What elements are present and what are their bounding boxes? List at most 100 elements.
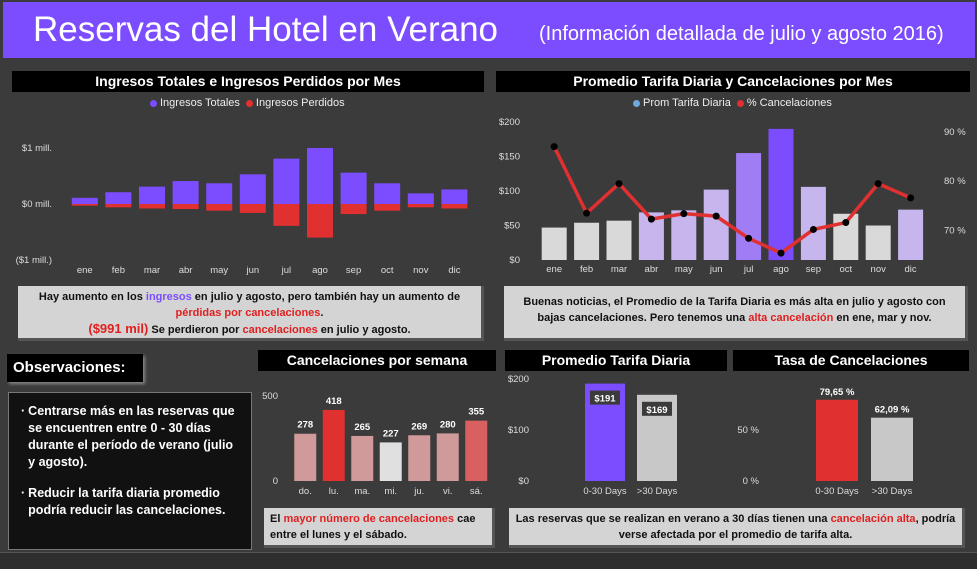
- y-tick-label: 0 %: [743, 476, 760, 487]
- x-tick-label: jul: [743, 264, 754, 275]
- x-tick-label: ene: [77, 265, 93, 276]
- cancel-rate-point: [874, 180, 882, 188]
- revenue-total-bar: [307, 148, 333, 204]
- legend-dot-total: [150, 99, 157, 107]
- revenue-lost-bar: [374, 204, 401, 211]
- x-tick-label: mar: [144, 265, 160, 276]
- x-tick-label: sep: [346, 265, 361, 276]
- cancel-rate-point: [647, 215, 655, 223]
- revenue-chart-title: Ingresos Totales e Ingresos Perdidos por…: [12, 71, 484, 92]
- x-tick-label: ene: [546, 264, 562, 275]
- revenue-total-bar: [239, 174, 266, 204]
- y-tick-label: 500: [262, 391, 278, 402]
- x-tick-label: mar: [611, 264, 627, 275]
- revenue-lost-bar: [307, 204, 333, 238]
- x-tick-label: may: [675, 264, 693, 275]
- cancel-rate-chart: 50 % 0 % 79,65 % 0-30 Days 62,09 % >30 Days: [737, 384, 913, 497]
- cancel-rate-point: [583, 209, 591, 217]
- weekday-bar: [294, 433, 317, 481]
- y-tick-label: $200: [508, 374, 529, 385]
- adr-month-bar: [800, 186, 826, 260]
- adr-month-bar: [671, 210, 697, 260]
- weekday-bar: [322, 409, 345, 481]
- x-tick-label: ju.: [413, 486, 424, 497]
- x-tick-label: oct: [381, 265, 394, 276]
- x-tick-label: >30 Days: [637, 486, 678, 497]
- rate-chart-title: Promedio Tarifa Diaria y Cancelaciones p…: [496, 71, 970, 92]
- y-tick-label: $0 mill.: [22, 199, 52, 210]
- cancel-rate-point: [550, 143, 558, 151]
- legend-lost-label: Ingresos Perdidos: [255, 97, 345, 109]
- revenue-lost-bar: [71, 204, 98, 206]
- revenue-total-bar: [407, 193, 434, 204]
- x-tick-label: dic: [905, 264, 917, 275]
- adr-month-bar: [541, 227, 567, 260]
- adr-chart: $200 $100 $0 $191 0-30 Days $169 >30 Days: [508, 374, 678, 497]
- value-label-bg: [590, 390, 620, 405]
- y-tick-label: $200: [499, 117, 520, 128]
- weekday-value-label: 280: [440, 419, 456, 430]
- x-tick-label: jun: [245, 265, 259, 276]
- cancel-rate-bar: [871, 417, 913, 481]
- adr-month-bar: [865, 225, 891, 260]
- adr-value-label: $169: [646, 405, 667, 416]
- weekday-value-label: 269: [411, 421, 427, 432]
- x-tick-label: nov: [413, 265, 429, 276]
- weekday-bar: [408, 435, 431, 481]
- weekday-value-label: 265: [354, 422, 371, 433]
- cancel-rate-point: [907, 194, 915, 202]
- revenue-lost-bar: [206, 204, 233, 211]
- cancel-rate-point: [680, 210, 688, 218]
- revenue-total-bar: [206, 183, 233, 204]
- page-subtitle: (Información detallada de julio y agosto…: [539, 23, 944, 45]
- x-tick-label: jun: [709, 264, 723, 275]
- adr-month-bar: [768, 128, 794, 260]
- weekly-chart-title: Cancelaciones por semana: [258, 350, 496, 371]
- x-tick-label: dic: [448, 265, 460, 276]
- x-tick-label: 0-30 Days: [815, 486, 859, 497]
- rate-legend[interactable]: Prom Tarifa Diaria % Cancelaciones: [633, 97, 832, 109]
- adr-month-bar: [574, 222, 600, 260]
- cancel-rate-point: [809, 225, 817, 233]
- observations-box: · Centrarse más en las reservas que se en…: [8, 392, 252, 550]
- revenue-total-bar: [139, 186, 165, 204]
- x-tick-label: mi.: [384, 486, 397, 497]
- weekday-bar: [379, 442, 402, 481]
- revenue-chart: $1 mill. $0 mill. ($1 mill.) ene feb mar abr ma…: [16, 143, 468, 276]
- legend-dot-lost: [245, 99, 253, 107]
- x-tick-label: lu.: [329, 486, 339, 497]
- weekly-chart: 500 0 278 do. 418 lu. 265 ma. 227 mi. 269 ju. 280 vi.…: [262, 391, 488, 497]
- cancel-rate-bar: [816, 399, 858, 481]
- revenue-total-bar: [441, 189, 468, 204]
- header-banner: Reservas del Hotel en Verano (Informació…: [3, 2, 975, 58]
- adr-month-bar: [898, 209, 924, 260]
- value-label-bg: [817, 384, 857, 398]
- y-tick-label: ($1 mill.): [16, 255, 52, 266]
- y2-tick-label: 90 %: [944, 127, 966, 138]
- rate-chart: $200 $150 $100 $50 $0 90 % 80 % 70 % ene feb mar ab…: [499, 117, 966, 275]
- legend-total-label: Ingresos Totales: [160, 97, 240, 109]
- weekday-value-label: 227: [383, 428, 399, 439]
- y-tick-label: $1 mill.: [22, 143, 52, 154]
- weekday-value-label: 355: [468, 407, 485, 418]
- revenue-legend[interactable]: Ingresos Totales Ingresos Perdidos: [150, 97, 345, 109]
- rate-note: Buenas noticias, el Promedio de la Tarif…: [504, 286, 968, 341]
- legend-dot-adr: [633, 99, 640, 107]
- revenue-lost-bar: [172, 204, 199, 210]
- cancel-rate-point: [842, 219, 850, 227]
- x-tick-label: abr: [179, 265, 193, 276]
- revenue-note: Hay aumento en los ingresos en julio y a…: [18, 286, 484, 341]
- cancel-rate-value-label: 79,65 %: [820, 387, 855, 398]
- revenue-lost-bar: [273, 204, 300, 226]
- x-tick-label: sep: [806, 264, 821, 275]
- footer-bar: [0, 552, 977, 569]
- revenue-total-bar: [71, 197, 98, 204]
- cancel-rate-point: [615, 180, 623, 188]
- adr-chart-title: Promedio Tarifa Diaria: [505, 350, 727, 371]
- weekday-bar: [436, 433, 459, 481]
- y-tick-label: $100: [508, 425, 529, 436]
- x-tick-label: feb: [580, 264, 593, 275]
- revenue-total-bar: [340, 172, 367, 204]
- x-tick-label: vi.: [443, 486, 453, 497]
- adr-month-bar: [606, 220, 632, 260]
